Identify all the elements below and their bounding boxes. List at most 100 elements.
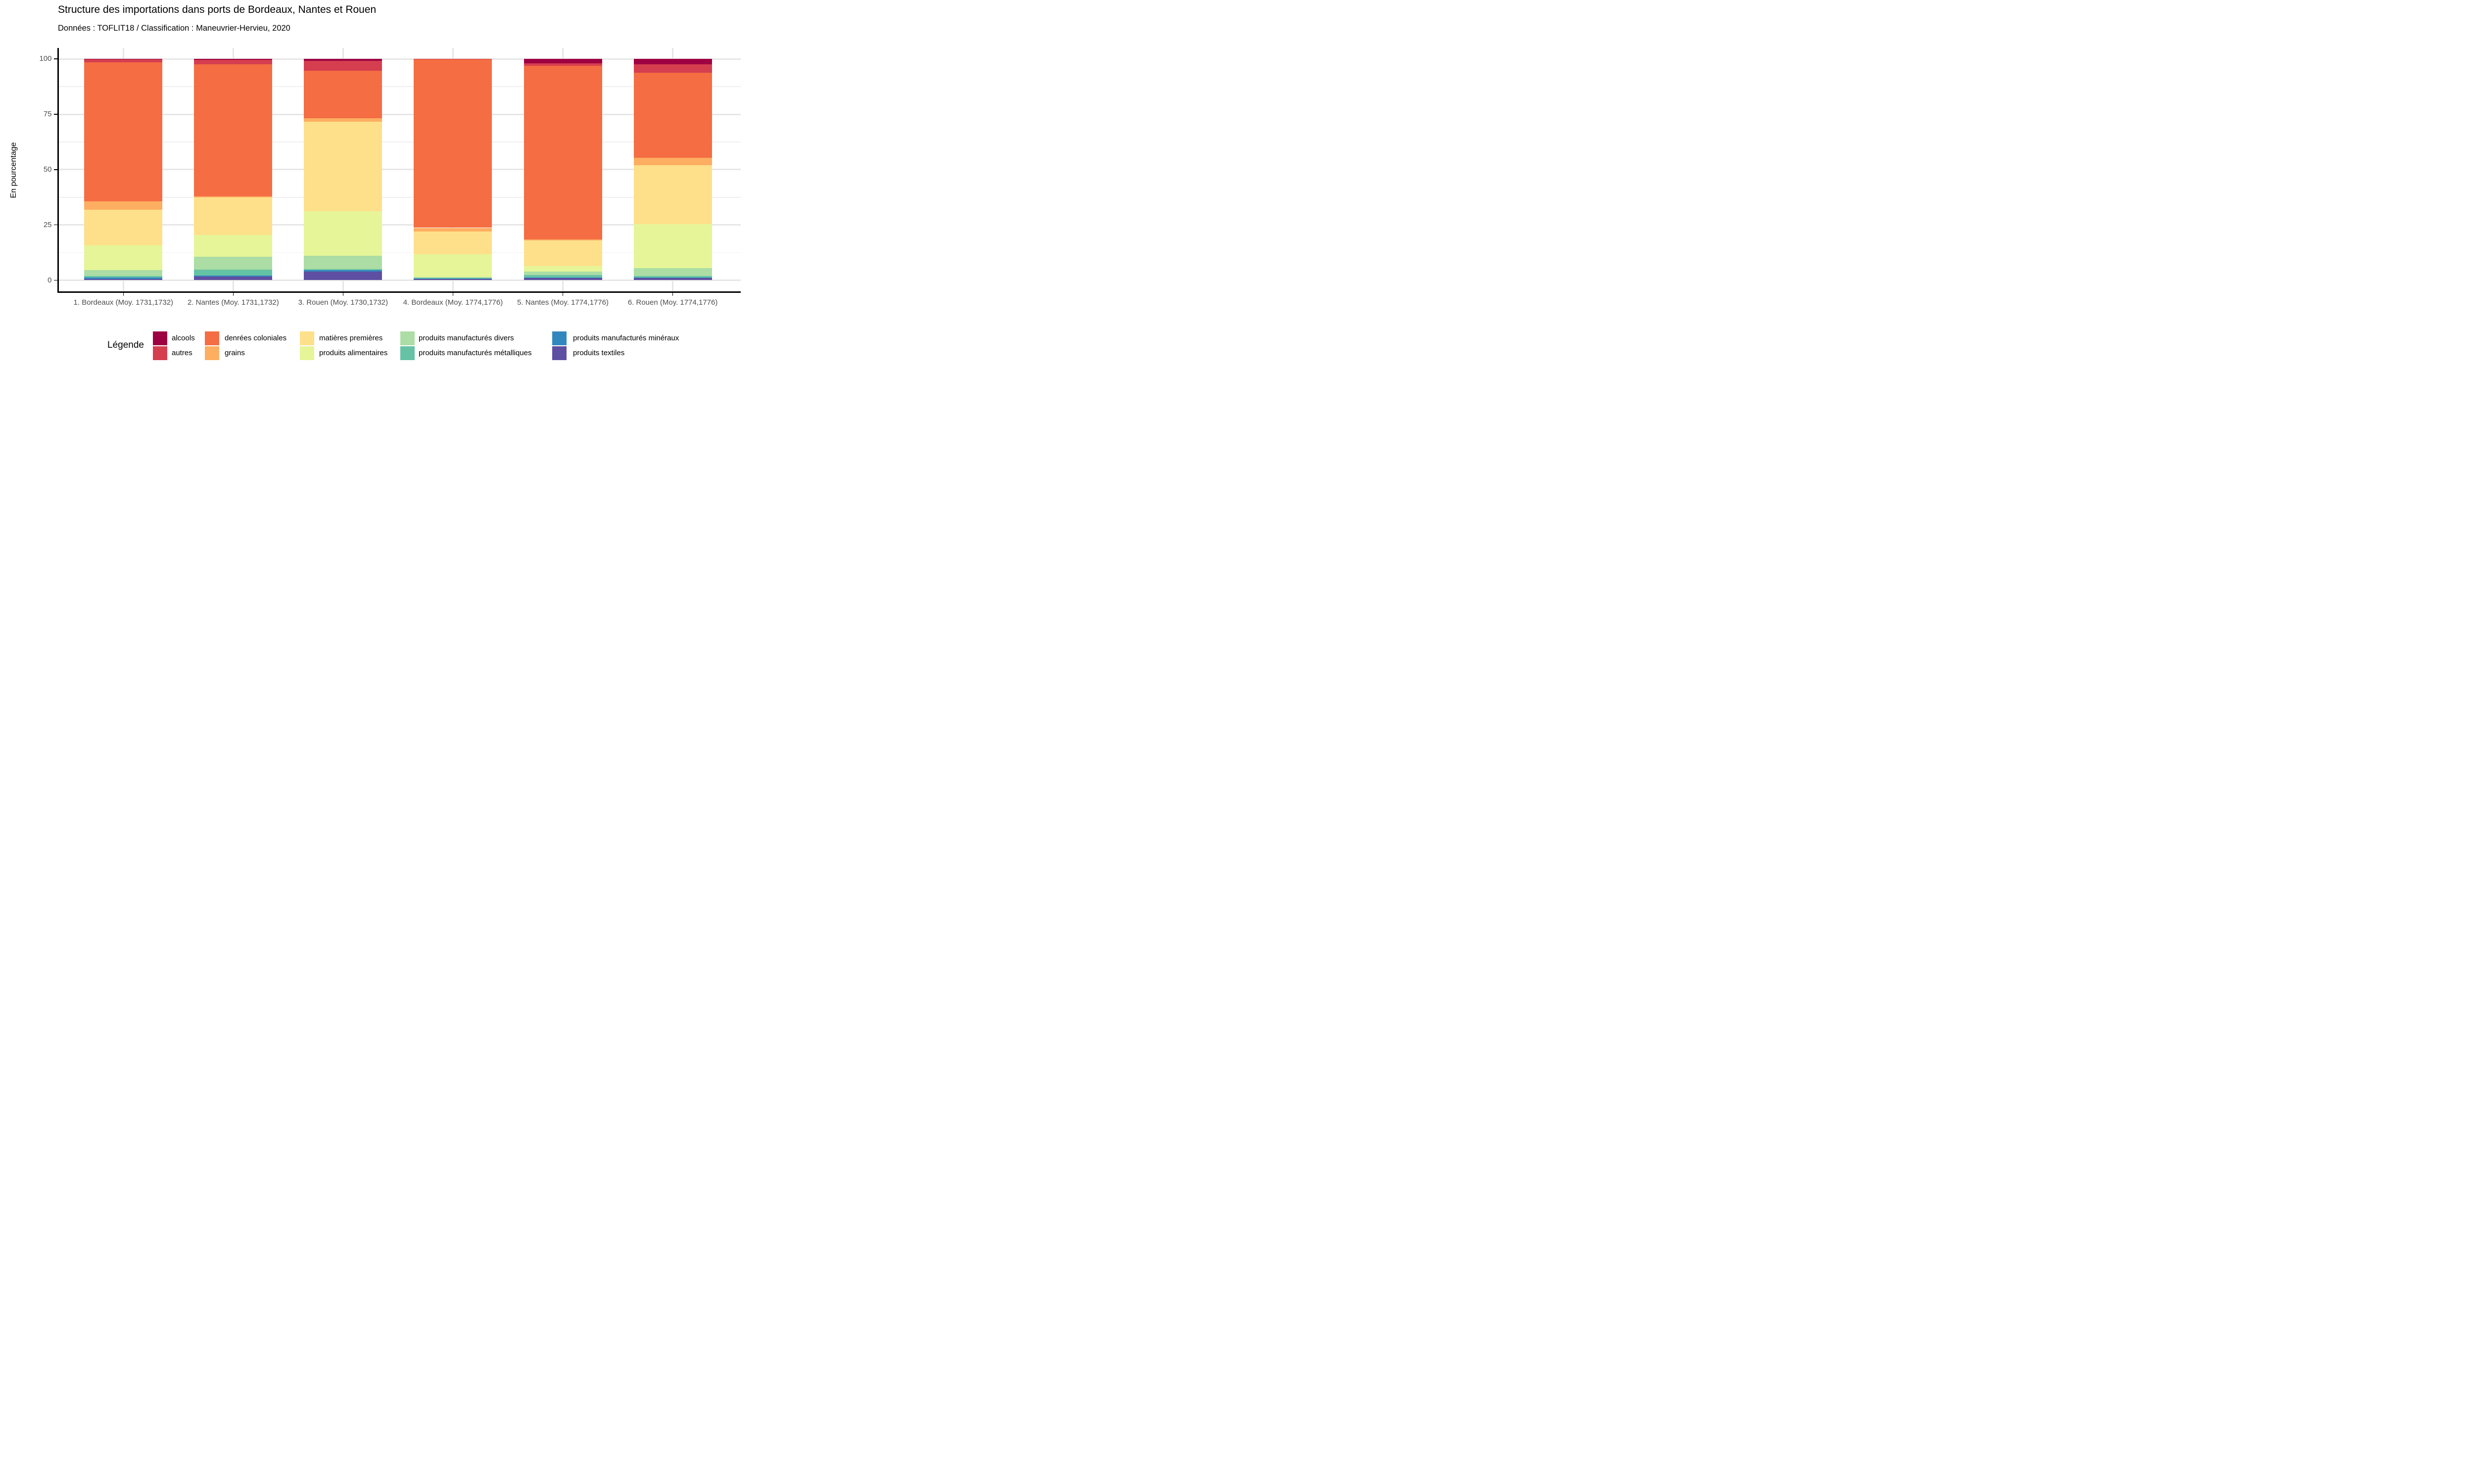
bar-segment bbox=[523, 278, 602, 280]
bar-segment bbox=[304, 121, 382, 211]
bar-segment bbox=[414, 59, 492, 228]
bar-segment bbox=[194, 60, 273, 64]
legend-swatch bbox=[300, 346, 314, 360]
bar-segment bbox=[304, 270, 382, 272]
bar-segment bbox=[523, 65, 602, 239]
y-tick-mark bbox=[53, 279, 57, 281]
gridline-horizontal-minor bbox=[58, 252, 741, 253]
bar-segment bbox=[633, 72, 712, 158]
legend-item-label: produits textiles bbox=[573, 348, 625, 357]
bar-segment bbox=[414, 232, 492, 254]
bar-segment bbox=[84, 201, 163, 210]
bar-segment bbox=[304, 272, 382, 280]
x-tick-mark bbox=[233, 293, 234, 296]
x-tick-label: 5. Nantes (Moy. 1774,1776) bbox=[517, 298, 609, 307]
x-axis-line bbox=[57, 291, 741, 293]
bar-segment bbox=[194, 269, 273, 276]
bar-segment bbox=[633, 59, 712, 65]
bar-segment bbox=[633, 165, 712, 225]
legend-swatch bbox=[153, 346, 167, 360]
bar-segment bbox=[304, 118, 382, 122]
bar-segment bbox=[304, 59, 382, 61]
bar-segment bbox=[84, 210, 163, 245]
bar-segment bbox=[304, 211, 382, 256]
bar-segment bbox=[304, 71, 382, 118]
x-tick-mark bbox=[123, 293, 124, 296]
x-tick-label: 3. Rouen (Moy. 1730,1732) bbox=[298, 298, 388, 307]
y-axis-line bbox=[57, 48, 59, 293]
bar-segment bbox=[414, 278, 492, 280]
bar-segment bbox=[194, 64, 273, 196]
bar-segment bbox=[633, 157, 712, 166]
legend-title: Légende bbox=[107, 340, 144, 350]
bar-segment bbox=[523, 271, 602, 275]
gridline-horizontal-major bbox=[58, 169, 741, 171]
y-tick-mark bbox=[53, 114, 57, 115]
gridline-horizontal-minor bbox=[58, 141, 741, 142]
bar-segment bbox=[194, 234, 273, 257]
bar-segment bbox=[194, 275, 273, 277]
legend-item-label: produits alimentaires bbox=[319, 348, 388, 357]
y-tick-label: 0 bbox=[48, 276, 52, 284]
bar-segment bbox=[523, 63, 602, 66]
gridline-horizontal-major bbox=[58, 279, 741, 281]
gridline-horizontal-major bbox=[58, 224, 741, 226]
x-tick-mark bbox=[452, 293, 454, 296]
legend-swatch bbox=[300, 331, 314, 345]
gridline-horizontal-minor bbox=[58, 196, 741, 198]
x-tick-label: 4. Bordeaux (Moy. 1774,1776) bbox=[403, 298, 503, 307]
legend-item-label: matières premières bbox=[319, 333, 383, 342]
legend-item-label: alcools bbox=[172, 333, 195, 342]
bar-segment bbox=[84, 270, 163, 277]
bar-segment bbox=[633, 64, 712, 73]
legend-swatch bbox=[400, 331, 415, 345]
bar-segment bbox=[633, 268, 712, 277]
legend-swatch bbox=[552, 346, 567, 360]
x-tick-label: 1. Bordeaux (Moy. 1731,1732) bbox=[73, 298, 174, 307]
gridline-horizontal-major bbox=[58, 58, 741, 60]
bar-segment bbox=[194, 197, 273, 235]
bar-segment bbox=[523, 59, 602, 64]
x-tick-mark bbox=[672, 293, 673, 296]
bar-segment bbox=[304, 61, 382, 71]
gridline-horizontal-major bbox=[58, 113, 741, 115]
chart-title: Structure des importations dans ports de… bbox=[58, 4, 377, 15]
legend-item-label: denrées coloniales bbox=[225, 333, 287, 342]
legend-item-label: produits manufacturés métalliques bbox=[419, 348, 532, 357]
x-tick-label: 2. Nantes (Moy. 1731,1732) bbox=[187, 298, 279, 307]
legend-swatch bbox=[153, 331, 167, 345]
bar-segment bbox=[304, 256, 382, 269]
bar-segment bbox=[523, 239, 602, 241]
y-tick-label: 75 bbox=[43, 110, 52, 119]
bar-segment bbox=[633, 224, 712, 269]
y-tick-label: 100 bbox=[39, 54, 52, 63]
bar-segment bbox=[84, 277, 163, 279]
legend-item-label: produits manufacturés divers bbox=[419, 333, 514, 342]
legend-swatch bbox=[205, 346, 219, 360]
bar-segment bbox=[304, 269, 382, 270]
bar-segment bbox=[633, 278, 712, 280]
legend-item-label: produits manufacturés minéraux bbox=[573, 333, 679, 342]
bar-segment bbox=[84, 245, 163, 271]
bar-segment bbox=[84, 276, 163, 278]
bar-segment bbox=[523, 240, 602, 267]
bar-segment bbox=[194, 59, 273, 60]
gridline-horizontal-minor bbox=[58, 86, 741, 87]
chart-figure: Structure des importations dans ports de… bbox=[0, 0, 742, 371]
bar-segment bbox=[414, 277, 492, 278]
bar-segment bbox=[84, 62, 163, 202]
bar-segment bbox=[414, 228, 492, 232]
legend-item-label: autres bbox=[172, 348, 192, 357]
legend-swatch bbox=[205, 331, 219, 345]
y-tick-mark bbox=[53, 224, 57, 226]
y-tick-mark bbox=[53, 169, 57, 170]
bar-segment bbox=[633, 276, 712, 278]
bar-segment bbox=[84, 59, 163, 62]
legend-swatch bbox=[552, 331, 567, 345]
chart-subtitle: Données : TOFLIT18 / Classification : Ma… bbox=[58, 24, 290, 33]
legend-swatch bbox=[400, 346, 415, 360]
legend-item-label: grains bbox=[225, 348, 245, 357]
bar-segment bbox=[194, 277, 273, 280]
y-tick-mark bbox=[53, 58, 57, 60]
bar-segment bbox=[194, 257, 273, 270]
